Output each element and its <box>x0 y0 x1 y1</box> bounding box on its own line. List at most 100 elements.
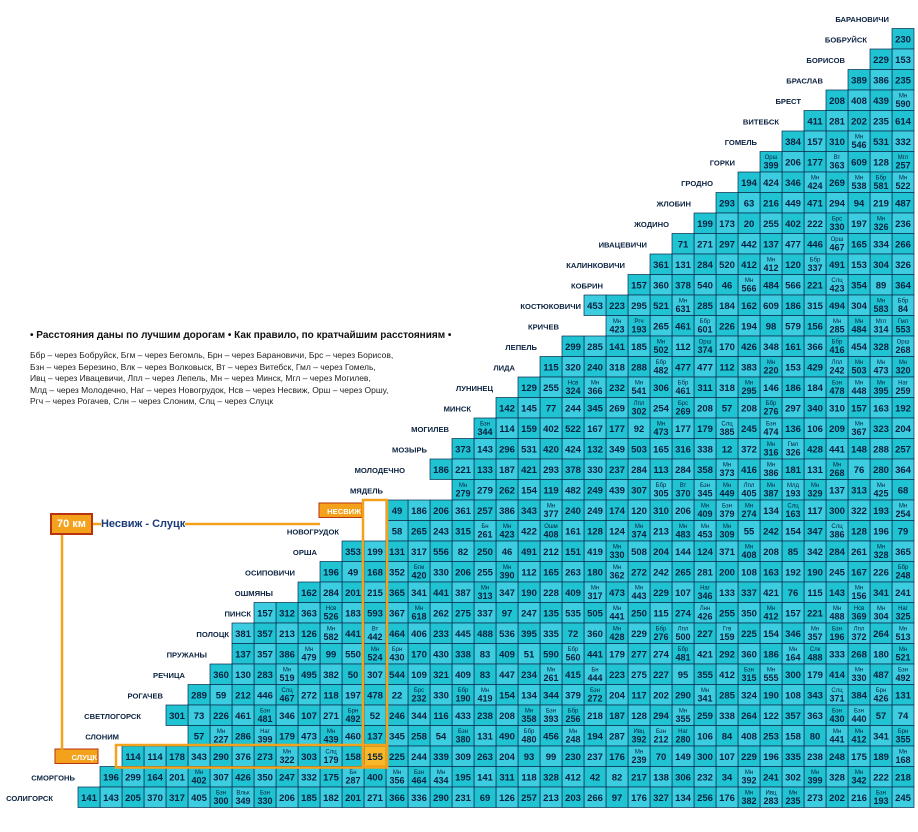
distance-value: 349 <box>609 445 625 456</box>
distance-value: 406 <box>411 629 427 640</box>
distance-value: 365 <box>895 547 912 558</box>
distance-value: 488 <box>477 629 493 640</box>
distance-value: 159 <box>521 424 537 435</box>
via-label: Мн <box>481 586 489 592</box>
distance-value: 164 <box>147 773 164 784</box>
distance-value: 238 <box>807 752 823 763</box>
distance-value: 208 <box>763 547 779 558</box>
distance-value: 200 <box>719 568 735 579</box>
distance-value: 321 <box>433 670 450 681</box>
distance-value: 134 <box>521 691 538 702</box>
distance-value: 274 <box>741 509 756 519</box>
distance-value: 46 <box>502 547 513 558</box>
distance-value: 137 <box>367 732 383 743</box>
via-label: Мн <box>855 319 863 325</box>
via-label: Наг <box>700 586 711 592</box>
via-label: Мн <box>745 381 753 387</box>
distance-value: 12 <box>722 445 733 456</box>
distance-value: 266 <box>895 240 911 251</box>
via-label: Мн <box>591 381 599 387</box>
distance-value: 216 <box>851 793 867 804</box>
distance-value: 243 <box>433 527 449 538</box>
via-label: Нсв <box>326 606 337 612</box>
distance-value: 366 <box>807 342 823 353</box>
distance-value: 128 <box>631 711 647 722</box>
city-label: КРИЧЕВ <box>528 322 560 331</box>
distance-value: 157 <box>851 404 867 415</box>
distance-value: 77 <box>546 404 557 415</box>
notes-heading: • Расстояния даны по лучшим дорогам • Ка… <box>30 330 452 341</box>
distance-value: 158 <box>785 732 801 743</box>
distance-value: 177 <box>807 158 823 169</box>
distance-value: 309 <box>455 752 471 763</box>
distance-value: 213 <box>543 793 559 804</box>
distance-value: 439 <box>873 96 889 107</box>
route-callout: 70 км Несвиж - Слуцк <box>50 512 186 536</box>
distance-value: 153 <box>895 55 911 66</box>
distance-value: 202 <box>653 691 669 702</box>
distance-value: 108 <box>785 691 801 702</box>
city-label: ЖОДИНО <box>633 220 669 229</box>
distance-value: 409 <box>499 650 515 661</box>
distance-value: 157 <box>257 609 273 620</box>
distance-value: 522 <box>565 424 581 435</box>
distance-value: 206 <box>433 506 449 517</box>
distance-value: 307 <box>367 670 383 681</box>
distance-value: 131 <box>807 465 824 476</box>
distance-value: 194 <box>741 322 758 333</box>
distance-value: 212 <box>543 547 559 558</box>
distance-value: 390 <box>499 571 514 581</box>
distance-value: 346 <box>697 591 712 601</box>
distance-value: 471 <box>807 199 824 210</box>
distance-value: 423 <box>829 284 844 294</box>
via-label: Мн <box>371 647 379 653</box>
city-label: КОСТЮКОВИЧИ <box>520 302 581 311</box>
distance-value: 173 <box>719 219 735 230</box>
distance-value: 377 <box>543 509 558 519</box>
note-line: Млд – через Молодечно, Наг – через Новог… <box>30 384 389 395</box>
distance-value: 135 <box>543 609 560 620</box>
distance-value: 116 <box>433 711 448 722</box>
distance-value: 114 <box>125 752 141 763</box>
distance-value: 257 <box>477 506 493 517</box>
distance-value: 389 <box>851 76 867 87</box>
distance-value: 274 <box>653 650 670 661</box>
distance-value: 300 <box>697 752 713 763</box>
distance-value: 369 <box>851 612 866 622</box>
distance-value: 446 <box>257 691 273 702</box>
distance-value: 364 <box>895 465 912 476</box>
distance-value: 234 <box>521 670 538 681</box>
distance-value: 57 <box>876 711 887 722</box>
distance-value: 421 <box>697 650 714 661</box>
distance-value: 421 <box>763 588 780 599</box>
distance-value: 374 <box>697 345 712 355</box>
distance-value: 187 <box>609 711 625 722</box>
distance-value: 162 <box>741 301 757 312</box>
via-label: Слц <box>787 504 799 510</box>
distance-value: 488 <box>807 653 822 663</box>
via-label: Мн <box>745 545 753 551</box>
distance-value: 461 <box>675 386 690 396</box>
distance-value: 411 <box>807 117 823 128</box>
via-label: Мн <box>833 463 841 469</box>
distance-value: 167 <box>587 424 603 435</box>
distance-value: 522 <box>895 181 910 191</box>
distance-value: 190 <box>807 568 823 579</box>
distance-value: 182 <box>323 793 339 804</box>
via-label: Мн <box>855 586 863 592</box>
distance-value: 341 <box>873 732 890 743</box>
via-label: Мн <box>855 668 863 674</box>
distance-value: 341 <box>411 588 428 599</box>
distance-value: 361 <box>653 260 670 271</box>
distance-value: 264 <box>873 629 890 640</box>
distance-value: 494 <box>829 301 846 312</box>
distance-value: 106 <box>807 424 823 435</box>
via-label: Лнн <box>700 606 711 612</box>
distance-value: 82 <box>458 547 469 558</box>
distance-value: 112 <box>521 568 536 579</box>
distance-value: 428 <box>609 632 624 642</box>
distance-value: 301 <box>169 711 186 722</box>
via-label: Млд <box>787 483 799 489</box>
via-label: Мн <box>547 504 555 510</box>
via-label: Мн <box>701 524 709 530</box>
